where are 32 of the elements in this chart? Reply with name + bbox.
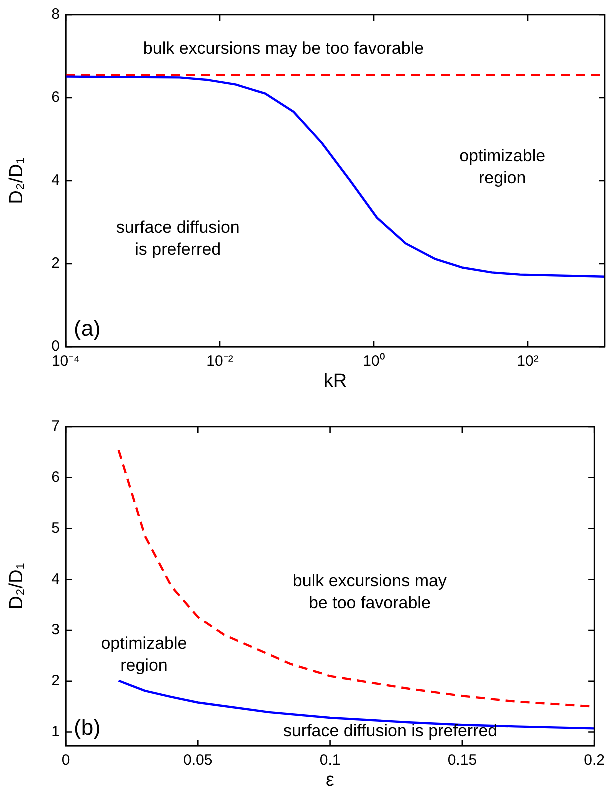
annotation: optimizable region — [101, 634, 188, 675]
x-tick-label: 10² — [517, 353, 539, 370]
annotation: (b) — [74, 715, 101, 740]
y-tick-label: 8 — [52, 6, 60, 24]
y-tick-label: 5 — [52, 520, 60, 537]
annotation: bulk excursions may be too favorable — [292, 572, 448, 613]
y-tick-label: 3 — [52, 622, 60, 639]
x-tick-label: 0.15 — [448, 752, 478, 770]
x-tick-label: 10⁻² — [206, 353, 234, 370]
y-tick-label: 7 — [52, 418, 60, 436]
x-axis-title: ε — [326, 770, 336, 791]
x-tick-label: 0.1 — [320, 752, 341, 770]
x-tick-label: 10⁰ — [363, 353, 385, 370]
annotation: optimizable region — [460, 146, 546, 188]
x-tick-label: 10⁻⁴ — [52, 353, 80, 370]
y-tick-label: 4 — [52, 172, 60, 190]
x-tick-label: 0.2 — [584, 752, 606, 770]
y-tick-label: 0 — [52, 338, 60, 356]
y-tick-label: 6 — [52, 469, 60, 486]
annotation: surface diffusion is preferred — [283, 721, 498, 740]
annotation: bulk excursions may be too favorable — [143, 38, 424, 58]
y-tick-label: 2 — [52, 672, 60, 690]
y-tick-label: 4 — [52, 570, 60, 588]
y-tick-label: 1 — [52, 723, 60, 740]
x-axis-title: kR — [324, 370, 348, 392]
annotation: (a) — [74, 316, 101, 342]
y-axis-title: D₂/D₁ — [6, 158, 28, 204]
x-tick-label: 0.05 — [184, 752, 213, 770]
y-tick-label: 2 — [52, 255, 60, 272]
y-tick-label: 6 — [52, 89, 60, 106]
annotation: surface diffusion is preferred — [116, 218, 240, 260]
y-axis-title: D₂/D₁ — [6, 563, 28, 610]
